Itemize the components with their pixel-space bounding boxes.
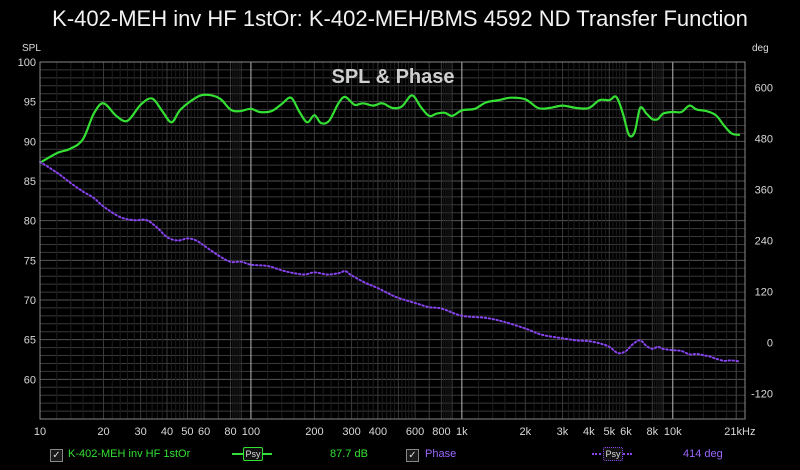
window-title: K-402-MEH inv HF 1stOr: K-402-MEH/BMS 45… [52, 6, 748, 31]
chart-title: SPL & Phase [331, 66, 454, 88]
x-tick-label: 10 [34, 426, 46, 438]
right-tick-label: 0 [767, 338, 773, 350]
x-tick-label: 40 [161, 426, 173, 438]
phase-cursor-value: 414 deg [683, 448, 723, 460]
spl-line-style-button[interactable]: Psy [232, 447, 272, 461]
spl-visibility-checkbox[interactable]: ✓ [50, 449, 63, 462]
left-tick-label: 90 [24, 136, 36, 148]
left-tick-label: 70 [24, 295, 36, 307]
x-tick-label: 80 [224, 426, 236, 438]
x-tick-label: 5k [603, 426, 615, 438]
left-tick-label: 100 [18, 57, 36, 69]
left-tick-label: 95 [24, 97, 36, 109]
x-tick-label: 4k [583, 426, 595, 438]
right-tick-label: 600 [755, 83, 773, 95]
legend-bar: ✓ K-402-MEH inv HF 1stOr Psy 87.7 dB ✓ P… [0, 444, 800, 468]
right-tick-label: 360 [755, 185, 773, 197]
right-axis-label: deg [752, 43, 769, 54]
x-tick-label: 6k [620, 426, 632, 438]
x-tick-label: 200 [305, 426, 323, 438]
spl-cursor-value: 87.7 dB [330, 448, 368, 460]
x-tick-label: 1k [456, 426, 468, 438]
right-tick-labels: 600 480 360 240 120 0 -120 [751, 83, 773, 401]
spl-phase-chart[interactable]: 10 20 30 40 50 60 80 100 200 300 400 600 800 1k 2k 3k 4k… [0, 0, 800, 444]
left-tick-label: 60 [24, 374, 36, 386]
x-tick-label: 300 [342, 426, 360, 438]
phase-curve [39, 160, 741, 363]
left-axis-label: SPL [22, 43, 41, 54]
left-tick-label: 75 [24, 255, 36, 267]
left-tick-label: 80 [24, 216, 36, 228]
x-tick-label: 3k [557, 426, 569, 438]
x-tick-label: 8k [647, 426, 659, 438]
x-tick-label: 50 [181, 426, 193, 438]
right-tick-label: -120 [751, 389, 773, 401]
x-tick-label: 400 [369, 426, 387, 438]
plot-frame [39, 61, 746, 420]
x-tick-label: 600 [406, 426, 424, 438]
series-group [39, 93, 741, 363]
x-tick-label: 2k [520, 426, 532, 438]
x-tick-labels: 10 20 30 40 50 60 80 100 200 300 400 600 800 1k 2k 3k 4k… [34, 426, 756, 438]
x-tick-label: 10k [664, 426, 682, 438]
phase-legend-label: Phase [425, 448, 457, 460]
left-tick-labels: 100 95 90 85 80 75 70 65 60 [18, 57, 36, 386]
x-tick-label: 20 [97, 426, 109, 438]
left-tick-label: 65 [24, 335, 36, 347]
spl-legend-label: K-402-MEH inv HF 1stOr [68, 448, 191, 460]
plot-background [40, 62, 745, 419]
phase-smoothing-badge: Psy [603, 447, 623, 461]
x-tick-label: 21kHz [724, 426, 755, 438]
right-tick-label: 480 [755, 134, 773, 146]
spl-curve [39, 93, 741, 164]
x-tick-label: 800 [432, 426, 450, 438]
phase-line-style-button[interactable]: Psy [592, 447, 632, 461]
x-tick-label: 100 [242, 426, 260, 438]
spl-smoothing-badge: Psy [243, 447, 263, 461]
right-tick-label: 120 [755, 287, 773, 299]
x-tick-label: 60 [198, 426, 210, 438]
x-tick-label: 30 [135, 426, 147, 438]
right-tick-label: 240 [755, 236, 773, 248]
grid [39, 61, 746, 420]
phase-visibility-checkbox[interactable]: ✓ [406, 449, 419, 462]
left-tick-label: 85 [24, 176, 36, 188]
